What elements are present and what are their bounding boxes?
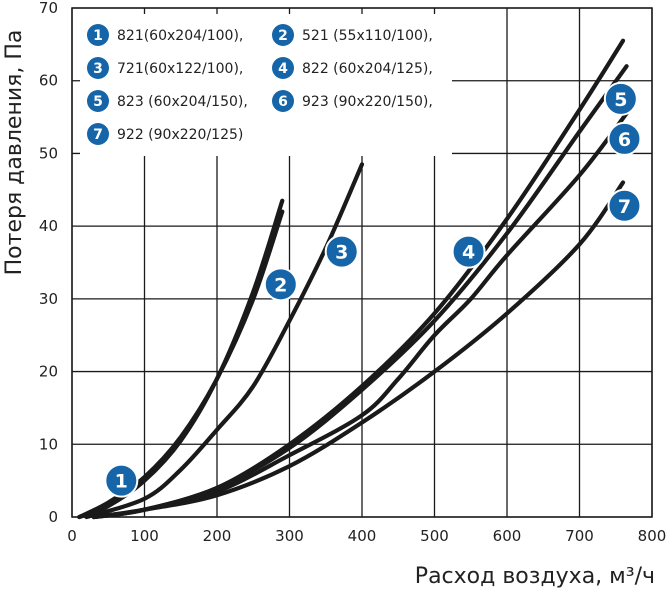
legend-badge — [87, 57, 109, 79]
x-axis-title: Расход воздуха, м³/ч — [415, 564, 655, 589]
y-axis-title: Потеря давления, Па — [2, 30, 27, 276]
curve-badge-1: 1 — [104, 463, 139, 498]
legend-item-3: 3 721(60x122/100), — [87, 57, 243, 79]
badge-circle — [324, 234, 359, 269]
badge-label: 1 — [115, 471, 128, 493]
badge-circle — [104, 463, 139, 498]
x-tick-label: 100 — [130, 527, 159, 545]
badge-circle — [451, 234, 486, 269]
x-tick-label: 0 — [67, 527, 77, 545]
legend-label: 521 (55x110/100), — [302, 28, 433, 44]
legend-background — [80, 14, 452, 156]
legend-badge-number: 3 — [93, 61, 103, 77]
curve-badge-3: 3 — [324, 234, 359, 269]
legend-label: 823 (60x204/150), — [117, 94, 248, 110]
y-tick-label: 60 — [39, 72, 58, 90]
legend-label: 822 (60x204/125), — [302, 61, 433, 77]
legend-badge — [87, 123, 109, 145]
badge-circle — [607, 188, 642, 223]
y-tick-label: 0 — [48, 508, 58, 526]
y-axis-ticks: 0 10 20 30 40 50 60 70 — [39, 0, 58, 526]
x-tick-label: 700 — [565, 527, 594, 545]
x-tick-label: 200 — [203, 527, 232, 545]
y-tick-label: 70 — [39, 0, 58, 17]
legend-label: 922 (90x220/125) — [117, 127, 243, 143]
legend-badge — [87, 24, 109, 46]
series-line-6 — [91, 111, 629, 520]
curve-badge-6: 6 — [607, 121, 642, 156]
legend-item-6: 6 923 (90x220/150), — [272, 90, 433, 112]
y-tick-label: 40 — [39, 217, 58, 235]
legend: 1 821(60x204/100), 2 521 (55x110/100), 3 721(… — [87, 24, 433, 145]
legend-item-4: 4 822 (60x204/125), — [272, 57, 433, 79]
legend-badge — [87, 90, 109, 112]
x-tick-label: 400 — [348, 527, 377, 545]
legend-item-2: 2 521 (55x110/100), — [272, 24, 433, 46]
badge-label: 4 — [462, 242, 475, 264]
curve-badge-7: 7 — [607, 188, 642, 223]
legend-item-7: 7 922 (90x220/125) — [87, 123, 243, 145]
x-axis-ticks: 0 100 200 300 400 500 600 700 800 — [67, 527, 666, 545]
legend-badge — [272, 90, 294, 112]
badge-label: 7 — [618, 196, 631, 218]
legend-label: 721(60x122/100), — [117, 61, 243, 77]
x-tick-label: 800 — [638, 527, 667, 545]
plot-frame — [71, 7, 653, 518]
series-line-3 — [84, 162, 365, 520]
legend-badge-number: 5 — [93, 94, 103, 110]
y-tick-label: 20 — [39, 363, 58, 381]
legend-item-5: 5 823 (60x204/150), — [87, 90, 248, 112]
curve-badge-5: 5 — [603, 81, 638, 116]
x-tick-label: 600 — [493, 527, 522, 545]
legend-label: 821(60x204/100), — [117, 28, 243, 44]
legend-badge-number: 1 — [93, 28, 103, 44]
y-tick-label: 50 — [39, 144, 58, 162]
badge-circle — [607, 121, 642, 156]
curve-badges: 1 2 3 4 5 6 7 — [104, 81, 642, 498]
badge-circle — [603, 81, 638, 116]
y-tick-label: 30 — [39, 290, 58, 308]
badge-label: 2 — [274, 274, 287, 296]
badge-label: 3 — [335, 242, 348, 264]
legend-item-1: 1 821(60x204/100), — [87, 24, 243, 46]
series-line-2 — [77, 198, 285, 520]
legend-badge-number: 6 — [278, 94, 288, 110]
series-line-7 — [91, 180, 626, 520]
y-tick-label: 10 — [39, 435, 58, 453]
curve-badge-4: 4 — [451, 234, 486, 269]
legend-label: 923 (90x220/150), — [302, 94, 433, 110]
legend-badge-number: 2 — [278, 28, 288, 44]
legend-badge — [272, 24, 294, 46]
badge-label: 6 — [618, 129, 631, 151]
x-tick-label: 300 — [275, 527, 304, 545]
legend-badge-number: 7 — [93, 127, 103, 143]
legend-badge — [272, 57, 294, 79]
badge-circle — [263, 267, 298, 302]
curve-badge-2: 2 — [263, 267, 298, 302]
x-tick-label: 500 — [420, 527, 449, 545]
legend-badge-number: 4 — [278, 61, 288, 77]
badge-label: 5 — [614, 89, 627, 111]
